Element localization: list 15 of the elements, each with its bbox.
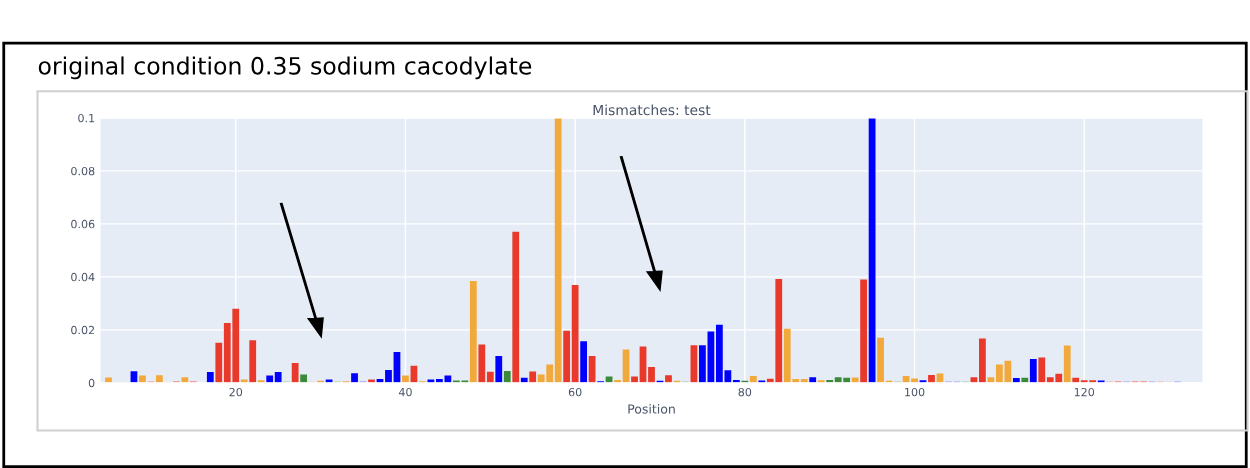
x-tick-label: 60 <box>568 387 582 397</box>
y-tick-label: 0.06 <box>71 219 95 229</box>
x-tick-label: 120 <box>1074 387 1095 397</box>
chart-subtitle: Mismatches: test <box>593 104 711 116</box>
x-tick-label: 100 <box>905 387 925 397</box>
y-tick-label: 0.08 <box>71 166 95 176</box>
chart-title: original condition 0.35 sodium cacodylate <box>38 56 532 80</box>
x-axis-title: Position <box>628 403 675 414</box>
x-tick-label: 20 <box>229 387 243 397</box>
x-tick-label: 80 <box>738 387 752 397</box>
x-tick-label: 40 <box>398 387 412 397</box>
y-tick-label: 0.02 <box>71 325 95 335</box>
y-tick-label: 0.1 <box>78 113 95 123</box>
y-tick-label: 0.04 <box>71 272 95 282</box>
y-tick-label: 0 <box>88 378 95 388</box>
